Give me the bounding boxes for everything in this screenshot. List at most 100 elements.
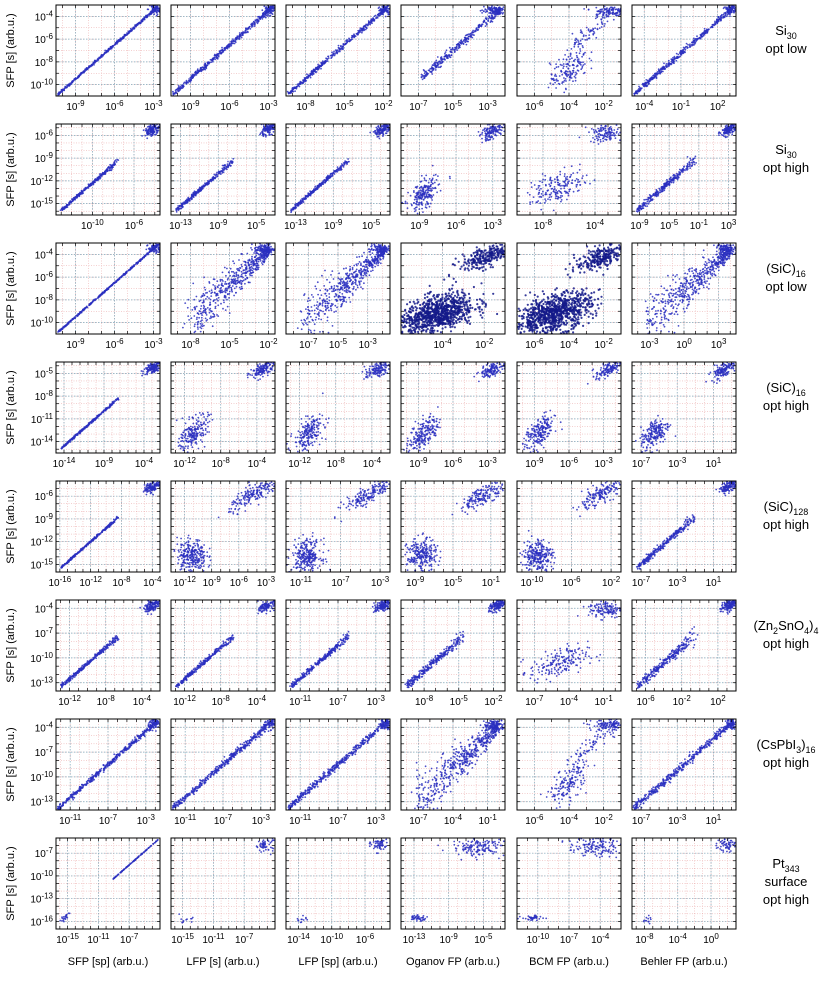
data-point (605, 10, 608, 13)
data-point (211, 59, 213, 62)
data-point (430, 70, 433, 73)
data-point (596, 23, 599, 26)
data-point (68, 203, 71, 205)
data-point (174, 89, 177, 92)
data-point (732, 10, 735, 13)
data-point (378, 14, 381, 17)
data-point (232, 157, 235, 160)
data-point (147, 130, 149, 133)
data-point (714, 20, 716, 23)
data-point (414, 210, 416, 213)
data-point (378, 12, 381, 15)
data-point (426, 73, 429, 76)
data-point (687, 46, 689, 49)
data-point (418, 187, 421, 190)
data-point (337, 44, 340, 47)
data-point (69, 200, 72, 202)
data-point (572, 63, 574, 66)
data-point (267, 8, 270, 11)
data-point (483, 5, 485, 8)
data-point (595, 13, 598, 16)
data-point (243, 31, 246, 34)
data-point (484, 132, 487, 135)
data-point (382, 128, 385, 130)
data-point (569, 74, 572, 76)
data-point (382, 11, 385, 14)
data-point (268, 125, 271, 128)
data-point (573, 45, 576, 48)
data-point (222, 50, 224, 52)
data-point (680, 49, 682, 52)
data-point (261, 18, 264, 20)
data-point (111, 45, 114, 47)
data-point (192, 76, 194, 79)
data-point (673, 58, 675, 61)
data-point (558, 75, 561, 77)
data-point (585, 34, 587, 37)
data-point (494, 7, 497, 10)
data-point (390, 119, 392, 121)
data-point (340, 44, 342, 47)
data-point (443, 56, 446, 58)
data-point (195, 191, 198, 193)
data-point (245, 27, 247, 30)
data-point (596, 28, 599, 31)
data-point (506, 125, 508, 127)
data-point (724, 14, 727, 17)
data-point (409, 194, 412, 197)
data-point (440, 59, 443, 62)
data-point (590, 59, 593, 62)
data-point (574, 74, 577, 76)
data-point (613, 6, 616, 9)
data-point (354, 35, 357, 37)
data-point (501, 12, 504, 15)
data-point (496, 130, 499, 133)
data-point (103, 52, 106, 55)
data-point (262, 125, 265, 127)
data-point (450, 50, 452, 53)
data-point (271, 6, 273, 8)
data-point (469, 32, 472, 35)
data-point (566, 49, 569, 51)
data-point (491, 136, 494, 139)
data-point (124, 33, 127, 36)
data-point (607, 9, 610, 12)
data-point (265, 6, 267, 9)
data-point (595, 6, 598, 9)
data-point (272, 131, 275, 133)
data-point (689, 46, 691, 48)
data-point (177, 85, 180, 87)
data-point (376, 17, 379, 19)
data-point (254, 22, 256, 25)
data-point (434, 61, 436, 64)
data-point (239, 33, 242, 36)
data-point (155, 133, 158, 136)
data-point (379, 132, 381, 135)
data-point (95, 60, 97, 63)
data-point (671, 59, 673, 62)
data-point (484, 134, 487, 137)
data-point (429, 184, 432, 187)
data-point (155, 131, 158, 134)
data-point (580, 68, 583, 71)
data-point (147, 8, 150, 11)
data-point (580, 42, 582, 45)
x-tick-label: 10-6 (220, 99, 239, 113)
data-point (272, 122, 274, 124)
data-point (321, 62, 323, 65)
data-point (410, 203, 413, 206)
data-point (562, 58, 565, 61)
panel-r0-c3: 10-7 10-5 10-3 (400, 4, 506, 113)
data-point (725, 12, 727, 15)
data-point (707, 28, 710, 31)
data-point (129, 27, 132, 30)
data-point (374, 129, 376, 132)
data-point (259, 16, 261, 19)
data-point (114, 42, 117, 45)
data-point (432, 64, 435, 67)
data-point (590, 51, 593, 54)
data-point (422, 69, 425, 71)
data-point (100, 55, 103, 57)
data-point (565, 74, 568, 77)
data-point (294, 90, 296, 92)
